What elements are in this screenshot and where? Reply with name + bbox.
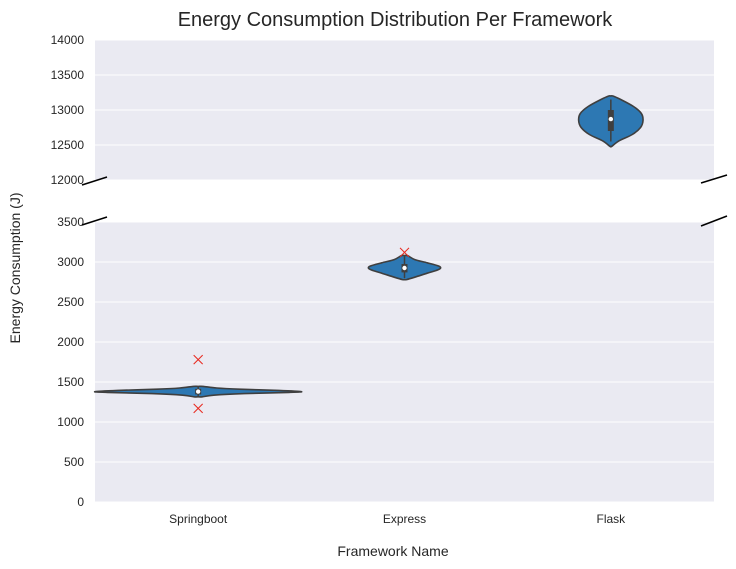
axis-break-mark-lower-left: [81, 216, 108, 226]
median-flask: [608, 116, 614, 122]
outliers: [193, 247, 410, 414]
y-tick-label: 14000: [51, 33, 85, 47]
y-tick-label: 1000: [57, 415, 84, 429]
y-tick-label: 3500: [57, 215, 84, 229]
outlier-marker: [399, 247, 410, 258]
y-tick-label: 12000: [51, 173, 85, 187]
x-axis-label: Framework Name: [337, 543, 448, 559]
axis-break-mark-upper-right: [700, 174, 728, 184]
y-tick-label: 2000: [57, 335, 84, 349]
x-tick-label: Flask: [596, 512, 626, 526]
y-tick-labels: 12000 12500 13000 13500 14000 0 500 1000 1500 200…: [51, 33, 85, 509]
x-tick-labels: Springboot Express Flask: [169, 512, 626, 526]
y-tick-label: 500: [64, 455, 84, 469]
y-tick-label: 13500: [51, 68, 85, 82]
axis-break-mark-upper-left: [81, 176, 108, 186]
y-tick-label: 3000: [57, 255, 84, 269]
y-tick-label: 12500: [51, 138, 85, 152]
y-tick-label: 0: [77, 495, 84, 509]
outlier-marker: [193, 403, 204, 414]
median-springboot: [195, 389, 201, 394]
y-tick-label: 1500: [57, 375, 84, 389]
y-tick-label: 13000: [51, 103, 85, 117]
median-express: [402, 265, 407, 271]
x-tick-label: Springboot: [169, 512, 228, 526]
y-axis-label: Energy Consumption (J): [7, 193, 23, 344]
chart-title: Energy Consumption Distribution Per Fram…: [178, 9, 614, 31]
x-tick-label: Express: [383, 512, 426, 526]
y-tick-label: 2500: [57, 295, 84, 309]
axis-break-mark-lower-right: [700, 215, 728, 227]
violins: [93, 94, 644, 398]
outlier-marker: [193, 354, 204, 365]
